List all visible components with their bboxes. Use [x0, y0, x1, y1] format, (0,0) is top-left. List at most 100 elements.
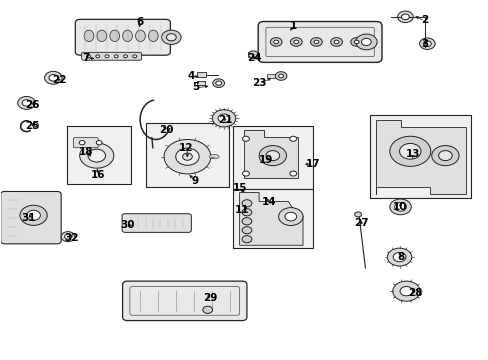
Circle shape — [353, 40, 358, 44]
Circle shape — [61, 231, 75, 242]
Text: 31: 31 — [21, 213, 36, 223]
Polygon shape — [239, 193, 303, 245]
Circle shape — [330, 38, 342, 46]
Circle shape — [27, 210, 41, 220]
Bar — [66, 126, 131, 184]
Bar — [146, 123, 228, 187]
Circle shape — [273, 40, 278, 44]
Circle shape — [86, 55, 90, 58]
Text: 19: 19 — [259, 155, 273, 165]
Bar — [266, 74, 277, 78]
Circle shape — [242, 171, 249, 176]
Circle shape — [313, 40, 318, 44]
Circle shape — [431, 145, 458, 166]
Circle shape — [361, 39, 370, 45]
Circle shape — [44, 71, 62, 84]
Circle shape — [278, 74, 283, 78]
Circle shape — [438, 150, 451, 161]
Circle shape — [293, 40, 298, 44]
Circle shape — [386, 248, 411, 266]
Text: 23: 23 — [251, 78, 266, 88]
Text: 6: 6 — [136, 17, 143, 27]
Circle shape — [123, 55, 127, 58]
Circle shape — [423, 41, 430, 46]
Circle shape — [278, 208, 303, 226]
Circle shape — [242, 209, 251, 216]
Circle shape — [32, 123, 38, 127]
Circle shape — [333, 40, 338, 44]
Circle shape — [289, 136, 296, 141]
Circle shape — [248, 51, 258, 58]
Circle shape — [394, 203, 406, 211]
Circle shape — [389, 199, 410, 215]
Circle shape — [133, 55, 137, 58]
Text: 32: 32 — [64, 233, 79, 243]
Bar — [232, 189, 312, 248]
Text: 13: 13 — [405, 149, 419, 159]
Text: 10: 10 — [392, 202, 407, 212]
Polygon shape — [244, 130, 298, 178]
Text: 30: 30 — [120, 220, 135, 230]
Circle shape — [215, 81, 221, 85]
Text: 18: 18 — [79, 147, 93, 157]
Circle shape — [401, 14, 408, 20]
Circle shape — [88, 149, 105, 162]
Ellipse shape — [122, 30, 132, 41]
Circle shape — [397, 11, 412, 23]
Text: 20: 20 — [159, 125, 173, 135]
Circle shape — [270, 38, 282, 46]
Circle shape — [265, 150, 279, 161]
Text: 16: 16 — [91, 170, 105, 180]
Circle shape — [290, 38, 302, 46]
Ellipse shape — [84, 30, 94, 41]
Text: 25: 25 — [25, 121, 40, 131]
Text: 28: 28 — [407, 288, 422, 298]
Circle shape — [242, 226, 251, 234]
FancyBboxPatch shape — [122, 281, 246, 320]
Circle shape — [161, 30, 181, 44]
Circle shape — [389, 136, 430, 166]
Text: 27: 27 — [353, 218, 368, 228]
Text: 7: 7 — [82, 53, 89, 63]
Ellipse shape — [209, 154, 219, 159]
Text: 1: 1 — [289, 21, 296, 31]
Ellipse shape — [135, 30, 145, 41]
Text: 21: 21 — [217, 115, 232, 125]
Text: 22: 22 — [52, 75, 66, 85]
Circle shape — [64, 234, 71, 239]
Circle shape — [22, 100, 31, 106]
Circle shape — [212, 79, 224, 87]
Circle shape — [49, 75, 58, 81]
Text: 5: 5 — [192, 82, 199, 92]
Circle shape — [355, 34, 376, 50]
Circle shape — [166, 34, 176, 41]
Circle shape — [114, 55, 118, 58]
Text: 9: 9 — [191, 176, 198, 186]
Circle shape — [96, 140, 102, 145]
FancyBboxPatch shape — [0, 192, 61, 244]
Text: 29: 29 — [203, 293, 217, 303]
Circle shape — [18, 96, 35, 109]
Circle shape — [310, 38, 322, 46]
Circle shape — [182, 153, 192, 160]
FancyBboxPatch shape — [122, 214, 191, 232]
Ellipse shape — [97, 30, 106, 41]
FancyBboxPatch shape — [75, 19, 170, 55]
Circle shape — [175, 148, 199, 165]
Text: 3: 3 — [421, 39, 427, 49]
Circle shape — [354, 212, 361, 217]
Bar — [232, 126, 312, 189]
Text: 11: 11 — [234, 206, 249, 216]
Bar — [196, 72, 206, 77]
Text: 24: 24 — [246, 53, 261, 63]
Circle shape — [242, 136, 249, 141]
Circle shape — [80, 143, 114, 168]
Circle shape — [96, 55, 100, 58]
Bar — [247, 51, 254, 57]
Circle shape — [399, 143, 420, 159]
Bar — [369, 116, 470, 198]
Circle shape — [242, 235, 251, 243]
Circle shape — [212, 110, 235, 127]
Text: 2: 2 — [421, 15, 427, 26]
Circle shape — [419, 38, 434, 49]
